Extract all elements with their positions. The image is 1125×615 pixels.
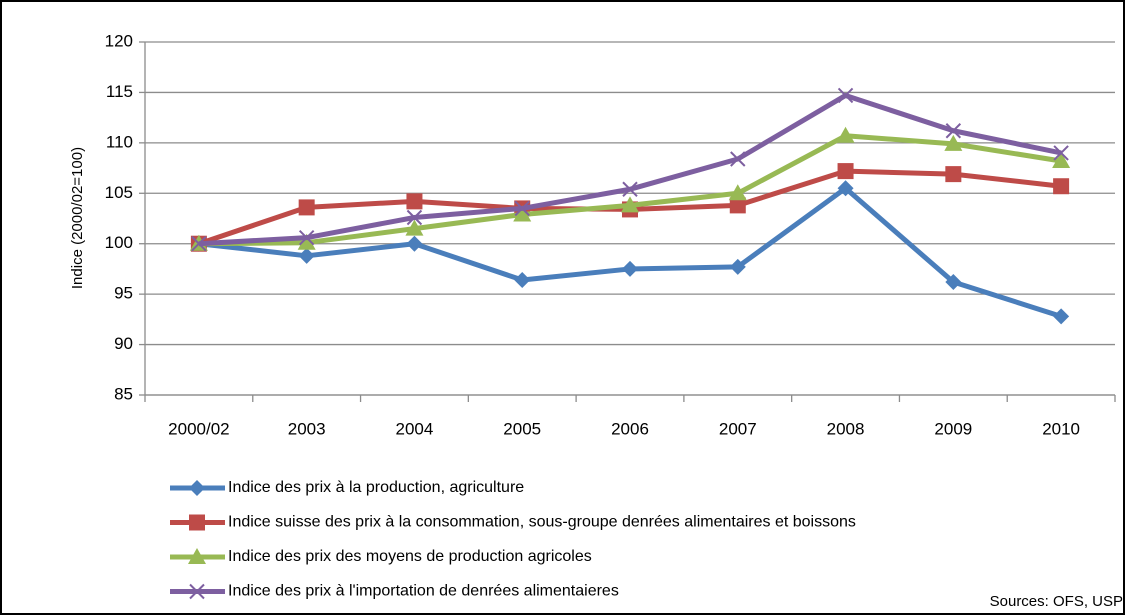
x-tick-label: 2003 [288, 419, 326, 438]
marker [406, 235, 423, 252]
marker [730, 151, 746, 167]
x-tick-label: 2005 [503, 419, 541, 438]
marker [622, 181, 638, 197]
legend-marker [189, 583, 205, 600]
y-tick-label: 110 [106, 132, 133, 151]
marker [513, 205, 532, 222]
y-tick-label: 105 [105, 183, 133, 202]
legend-label: Indice des prix des moyens de production… [228, 548, 592, 565]
marker [1052, 152, 1071, 169]
marker [621, 196, 639, 213]
marker [837, 163, 854, 180]
y-tick-label: 100 [105, 233, 133, 252]
marker [191, 236, 207, 252]
marker [1053, 145, 1069, 161]
y-tick-label: 90 [114, 334, 133, 353]
y-tick-label: 95 [114, 284, 133, 303]
y-tick-label: 85 [114, 384, 133, 403]
legend-label: Indice suisse des prix à la consommation… [228, 514, 856, 531]
marker [1053, 308, 1070, 325]
marker [1053, 178, 1070, 195]
marker [728, 184, 747, 201]
marker [836, 126, 855, 143]
marker [945, 166, 962, 183]
marker [837, 180, 854, 197]
x-tick-label: 2006 [611, 419, 649, 438]
legend-marker [189, 480, 205, 496]
x-tick-label: 2004 [396, 419, 434, 438]
marker [945, 123, 962, 139]
y-axis-label: Indice (2000/02=100) [69, 147, 86, 289]
y-tick-label: 120 [105, 31, 133, 50]
legend-label: Indice des prix à l'importation de denré… [228, 583, 619, 600]
x-tick-label: 2008 [827, 419, 865, 438]
source: Sources: OFS, USP [990, 593, 1123, 610]
legend-marker [189, 514, 205, 531]
x-tick-label: 2007 [719, 419, 757, 438]
marker [406, 209, 423, 226]
marker [514, 272, 531, 289]
x-tick-label: 2010 [1042, 419, 1080, 438]
x-tick-label: 2000/02 [168, 419, 229, 438]
y-tick-label: 115 [106, 82, 133, 101]
marker [298, 229, 315, 246]
marker [406, 193, 423, 210]
marker [298, 199, 315, 216]
marker [297, 233, 316, 250]
marker [405, 219, 424, 236]
marker [944, 134, 963, 151]
x-tick-label: 2009 [934, 419, 972, 438]
marker [837, 87, 854, 104]
marker [729, 197, 746, 214]
marker [622, 260, 638, 277]
marker [945, 274, 962, 291]
legend-marker [188, 548, 206, 564]
marker [514, 200, 530, 217]
marker [729, 258, 746, 275]
legend-label: Indice des prix à la production, agricul… [228, 479, 524, 496]
marker [298, 247, 315, 264]
